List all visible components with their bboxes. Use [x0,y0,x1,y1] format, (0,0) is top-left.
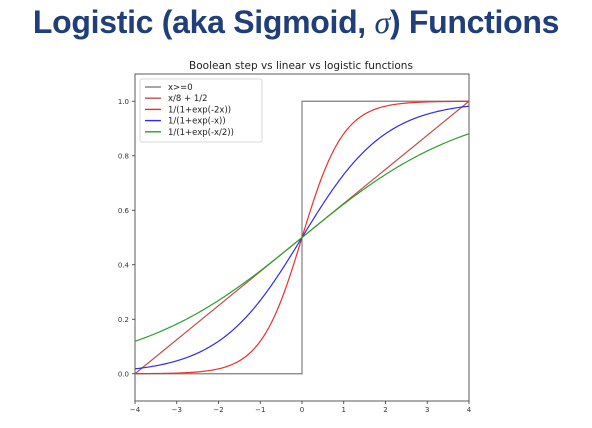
x-tick-label: 2 [383,406,387,414]
x-tick-label: −1 [255,406,265,414]
series-line-5 [134,133,470,342]
legend-label: 1/(1+exp(-x/2)) [168,128,234,138]
legend: x>=0x/8 + 1/21/(1+exp(-2x)) 1/(1+exp(-x))… [139,78,263,143]
axes: −4 −3 −2 −1 0 1 2 3 4 0.0 0.2 0.4 0.6 0.8 1.0 [118,98,472,414]
x-tick-label: 4 [467,406,472,414]
chart-title: Boolean step vs linear vs logistic funct… [189,60,413,72]
slide-title: Logistic (aka Sigmoid, σ) Functions [0,4,592,41]
legend-box [139,78,263,143]
series-lines [134,100,470,375]
y-tick-label: 1.0 [118,98,129,106]
x-tick-label: −2 [213,406,223,414]
slide-title-sigma: σ [374,4,391,40]
y-tick-label: 0.2 [118,316,129,324]
x-tick-label: −3 [172,406,182,414]
y-tick-label: 0.0 [118,370,129,378]
x-tick-label: 1 [342,406,346,414]
y-tick-label: 0.4 [118,261,130,269]
slide-title-prefix: Logistic (aka Sigmoid, [32,4,375,40]
y-tick-label: 0.8 [118,152,129,160]
x-tick-label: 3 [425,406,429,414]
slide-title-suffix: ) Functions [389,4,560,40]
legend-label: 1/(1+exp(-2x)) [168,105,231,115]
legend-label: x>=0 [168,83,193,93]
x-tick-label: −4 [130,406,141,414]
y-tick-label: 0.6 [118,207,130,215]
legend-label: x/8 + 1/2 [168,94,208,104]
legend-label: 1/(1+exp(-x)) [168,117,226,127]
x-tick-label: 0 [300,406,304,414]
